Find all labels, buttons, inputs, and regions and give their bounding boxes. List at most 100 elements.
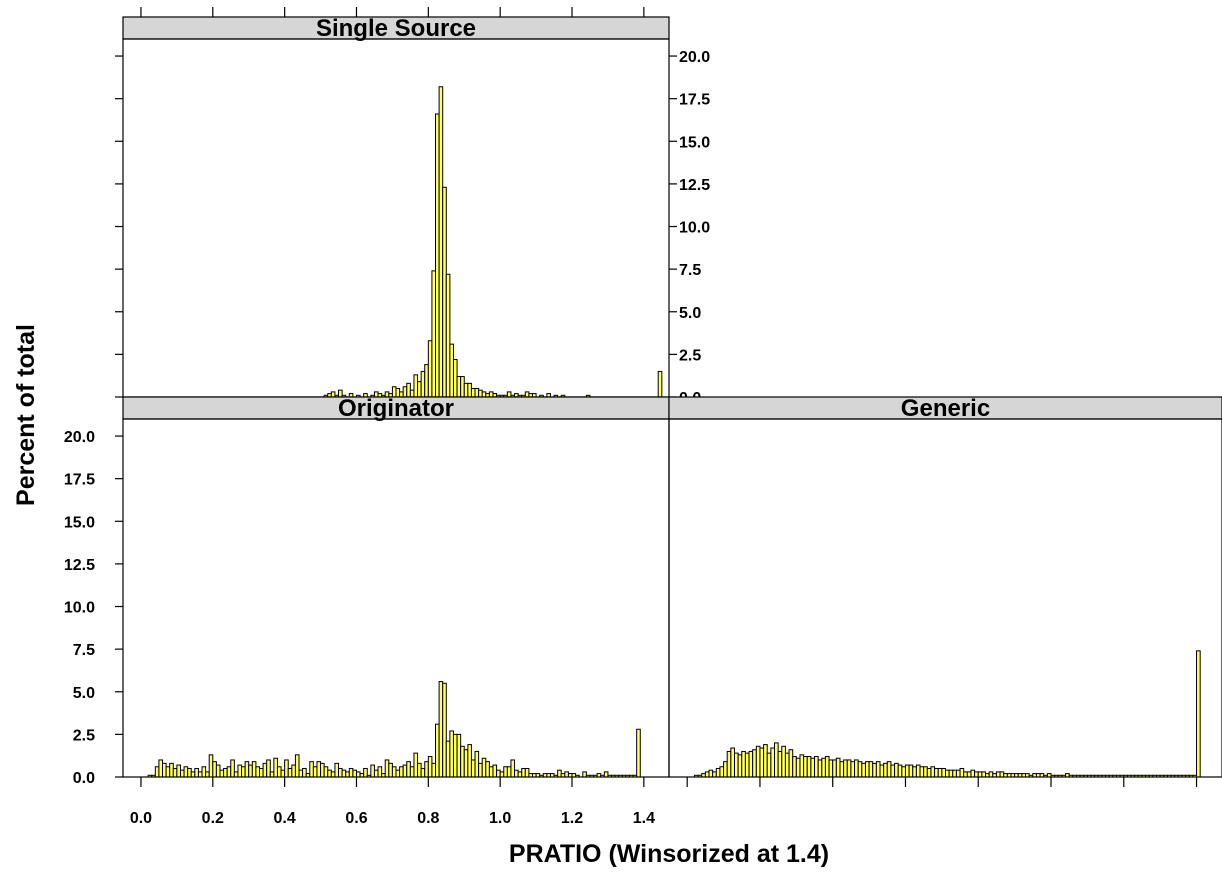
histogram-bar	[162, 762, 167, 778]
panel-border	[668, 418, 1222, 778]
histogram-bar	[766, 752, 772, 778]
histogram-bar	[901, 766, 906, 778]
histogram-bar	[197, 771, 203, 778]
histogram-bar	[373, 769, 379, 778]
histogram-bar	[438, 86, 444, 398]
panel-title: Generic	[901, 395, 990, 422]
histogram-bar	[251, 761, 257, 778]
histogram-bar	[995, 771, 1001, 778]
histogram-bar	[330, 391, 336, 398]
histogram-bar	[839, 761, 845, 778]
histogram-bar	[799, 754, 805, 778]
x-tick-label: 1.2	[561, 810, 583, 827]
histogram-bar	[872, 762, 877, 778]
panel-title: Single Source	[316, 15, 476, 42]
histogram-bar	[327, 769, 332, 778]
histogram-bar	[861, 762, 866, 778]
y-tick-label: 0.0	[73, 770, 95, 787]
panel-border	[122, 418, 670, 778]
histogram-bar	[427, 340, 433, 398]
histogram-bar	[788, 749, 794, 778]
panels-layer: Single Source 0.0 2.5 5.0 7.5 10.0 12.5 15.0 17.…	[64, 7, 1222, 827]
histogram-bar	[244, 761, 250, 778]
histogram-bar	[752, 749, 757, 778]
histogram-bar	[158, 759, 164, 778]
x-tick-label: 1.4	[633, 810, 655, 827]
panel-border	[122, 38, 670, 398]
histogram-bar	[312, 766, 318, 778]
histogram-bar	[395, 769, 401, 778]
histogram-bar	[883, 762, 888, 778]
histogram-bar	[478, 762, 483, 778]
histogram-bar	[784, 752, 790, 778]
histogram-bar	[514, 769, 519, 778]
histogram-bar	[431, 270, 437, 398]
y-tick-label: 2.5	[73, 727, 95, 744]
histogram-bar	[959, 767, 965, 778]
histogram-bar	[748, 750, 754, 778]
histogram-bar	[926, 767, 932, 778]
histogram-bar	[323, 766, 329, 778]
histogram-bar	[442, 186, 447, 398]
histogram-bar	[470, 759, 476, 778]
x-tick-label: 0.6	[345, 810, 367, 827]
histogram-bar	[755, 745, 761, 778]
histogram-bar	[452, 358, 458, 398]
histogram-bar	[894, 762, 899, 778]
histogram-bar	[937, 767, 943, 778]
histogram-bar	[774, 742, 779, 778]
histogram-bar	[803, 756, 808, 778]
histogram-bar	[467, 744, 472, 778]
histogram-bar	[481, 757, 487, 778]
histogram-bar	[388, 762, 393, 778]
panel-originator: Originator 0.0 2.5 5.0 7.5 10.0 12.5 15.0 17.5 20…	[64, 395, 670, 827]
histogram-bar	[280, 769, 286, 778]
histogram-bar	[857, 761, 863, 778]
histogram-bar	[854, 759, 859, 778]
histogram-bar	[406, 761, 411, 778]
histogram-bar	[821, 757, 826, 778]
histogram-bar	[370, 764, 375, 778]
histogram-bar	[413, 374, 419, 398]
histogram-bar	[223, 767, 228, 778]
y-tick-label: 15.0	[64, 514, 95, 531]
histogram-bar	[424, 761, 429, 778]
histogram-bar	[948, 769, 954, 778]
histogram-bar	[919, 766, 925, 778]
histogram-bar	[230, 759, 235, 778]
histogram-bar	[875, 761, 881, 778]
histogram-bar	[879, 764, 885, 778]
histogram-bar	[262, 762, 268, 778]
x-tick-label: 1.0	[489, 810, 511, 827]
histogram-bar	[517, 771, 523, 778]
histogram-bar	[777, 750, 783, 778]
histogram-bar	[719, 766, 725, 778]
histogram-bar	[828, 759, 834, 778]
histogram-bar	[445, 273, 451, 398]
histogram-bar	[904, 764, 910, 778]
y-tick-label: 10.0	[679, 220, 710, 237]
histogram-bar	[864, 761, 870, 778]
histogram-bar	[438, 681, 444, 778]
histogram-bar	[309, 761, 314, 778]
histogram-bar	[941, 767, 946, 778]
histogram-bar	[934, 767, 939, 778]
histogram-bar	[492, 764, 498, 778]
histogram-bar	[733, 752, 739, 778]
histogram-bar	[449, 343, 454, 398]
y-tick-label: 17.5	[679, 92, 710, 109]
histogram-bar	[912, 766, 917, 778]
histogram-bar	[460, 376, 465, 398]
histogram-bar	[730, 747, 735, 778]
histogram-bar	[886, 761, 892, 778]
histogram-bar	[384, 759, 390, 778]
histogram-bar	[890, 764, 896, 778]
histogram-bar	[988, 771, 994, 778]
histogram-bar	[463, 749, 469, 778]
histogram-bar	[172, 767, 178, 778]
histogram-bar	[488, 766, 494, 778]
histogram-bar	[298, 769, 304, 778]
histogram-bar	[399, 766, 404, 778]
histogram-bar	[792, 756, 797, 778]
histogram-bar	[510, 759, 516, 778]
